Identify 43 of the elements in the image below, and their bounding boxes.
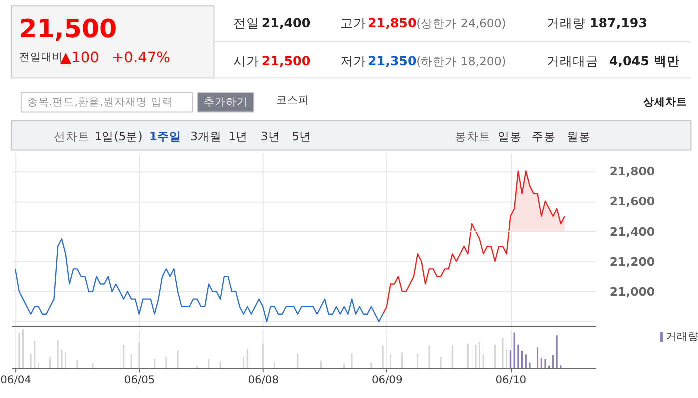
x-tick-label: 06/08	[248, 373, 280, 386]
text: 3개월	[190, 129, 222, 144]
x-tick-label: 06/05	[124, 373, 156, 386]
text: 1일(5분)	[94, 129, 143, 144]
text: 거래량	[547, 16, 586, 31]
text: 4,045 백만	[609, 54, 680, 69]
text: 선차트	[54, 129, 90, 144]
text: 추가하기	[204, 95, 248, 108]
text: 고가	[340, 16, 367, 31]
x-tick-label: 06/04	[0, 373, 32, 386]
x-tick-label: 06/10	[496, 373, 527, 386]
text: 21,350	[368, 54, 417, 69]
text: 봉차트	[455, 129, 492, 144]
text: 월봉	[567, 129, 592, 144]
x-tick-label: 06/09	[372, 373, 403, 386]
line-series	[14, 238, 384, 322]
line-series	[382, 170, 566, 315]
y-tick-label: 21,200	[610, 255, 655, 270]
text: 21,500	[262, 54, 311, 69]
text: 21,500	[19, 14, 118, 44]
y-tick-label: 21,000	[610, 285, 655, 300]
text: 187,193	[590, 16, 648, 31]
text: 5년	[292, 129, 312, 144]
y-tick-label: 21,600	[610, 194, 655, 209]
text: (하한가 18,200)	[416, 54, 506, 69]
text: 거래대금	[547, 54, 600, 69]
text: 1주일	[149, 129, 182, 144]
text: 3년	[260, 129, 280, 144]
text: 1년	[228, 129, 248, 144]
text: 종목.펀드,환율,원자재명 입력	[27, 95, 173, 108]
text: 일봉	[498, 129, 522, 144]
y-tick-label: 21,400	[610, 224, 655, 239]
y-tick-label: 21,800	[610, 164, 655, 179]
text: 21,400	[262, 16, 311, 31]
text: +0.47%	[112, 50, 171, 67]
text: 상세차트	[643, 95, 688, 108]
text: 저가	[340, 54, 367, 69]
text: 코스피	[276, 93, 310, 106]
text: 전일	[234, 16, 260, 31]
text: 주봉	[532, 129, 556, 144]
text: 21,850	[368, 16, 417, 31]
text: 시가	[234, 54, 260, 69]
text: (상한가 24,600)	[416, 16, 506, 31]
